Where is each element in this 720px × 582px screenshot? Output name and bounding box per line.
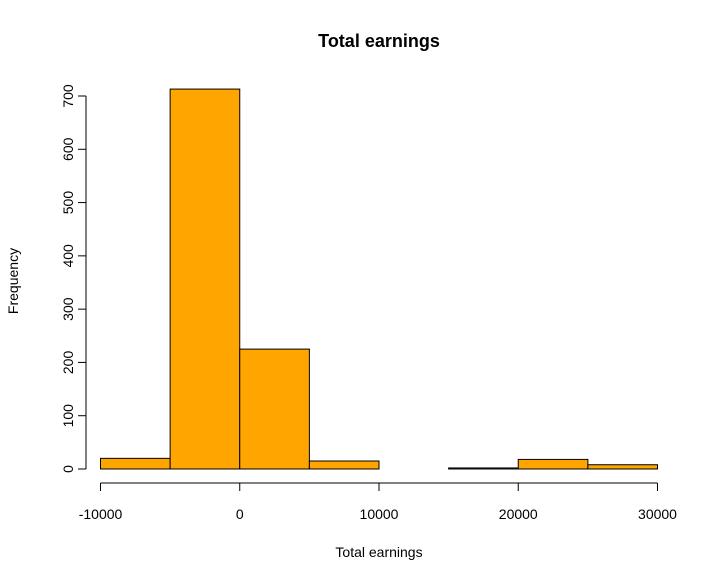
chart-title: Total earnings (318, 31, 440, 51)
x-tick-label: 10000 (360, 506, 399, 522)
x-tick-label: -10000 (79, 506, 123, 522)
histogram-bar (239, 348, 310, 470)
histogram-bar (587, 464, 658, 470)
y-axis: 0 100 200 300 400 500 600 700 (60, 84, 87, 473)
x-axis-label: Total earnings (335, 544, 422, 560)
y-tick-label: 500 (60, 191, 76, 215)
histogram-bar (308, 460, 380, 470)
y-tick-label: 100 (60, 404, 76, 428)
y-tick-label: 0 (60, 465, 76, 473)
bars-group (100, 88, 658, 470)
x-tick-label: 20000 (499, 506, 538, 522)
x-tick-label: 0 (236, 506, 244, 522)
y-tick-label: 600 (60, 137, 76, 161)
x-axis: -10000 0 10000 20000 30000 (79, 482, 677, 522)
y-tick-label: 200 (60, 351, 76, 375)
histogram-bar (100, 457, 171, 470)
histogram-bar (448, 467, 519, 470)
y-tick-label: 300 (60, 297, 76, 321)
y-axis-label: Frequency (5, 248, 21, 314)
y-tick-label: 400 (60, 244, 76, 268)
histogram-bar (169, 88, 241, 470)
y-tick-label: 700 (60, 84, 76, 108)
x-tick-label: 30000 (638, 506, 677, 522)
histogram-bar (517, 458, 589, 470)
